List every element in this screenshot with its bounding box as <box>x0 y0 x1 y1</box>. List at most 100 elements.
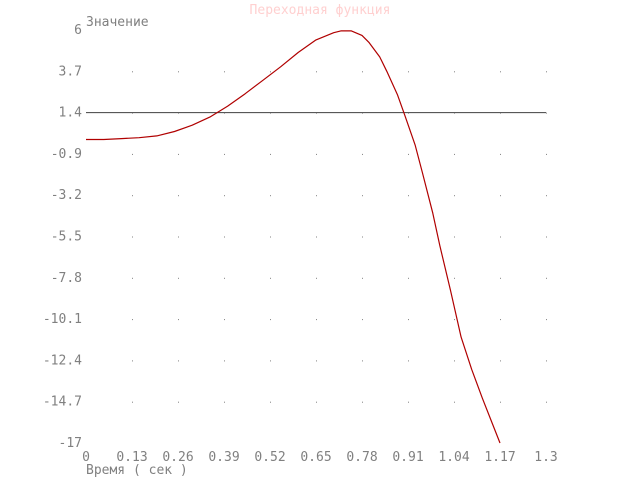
grid-dot <box>408 360 409 362</box>
x-tick-label: 0.91 <box>392 450 423 465</box>
grid-dot <box>362 236 363 238</box>
y-tick-label: 1.4 <box>59 106 83 121</box>
grid-dot <box>408 195 409 197</box>
grid-dot <box>178 195 179 197</box>
grid-dot <box>270 360 271 362</box>
series-line <box>86 30 501 444</box>
grid-dot <box>500 360 501 362</box>
grid-dot <box>316 153 317 155</box>
y-tick-label: 3.7 <box>59 64 82 79</box>
grid-dot <box>408 71 409 73</box>
grid-dot <box>500 153 501 155</box>
y-tick-label: -0.9 <box>51 147 82 162</box>
x-tick-label: 0.65 <box>300 450 331 465</box>
grid-dot <box>178 319 179 321</box>
grid-dot <box>362 153 363 155</box>
x-tick-label: 0.13 <box>116 450 147 465</box>
grid-dot <box>362 71 363 73</box>
y-tick-label: -10.1 <box>43 312 82 327</box>
grid-dot <box>270 277 271 279</box>
grid-dot <box>224 401 225 403</box>
x-tick-label: 0.26 <box>162 450 193 465</box>
grid-dot <box>178 153 179 155</box>
grid-dot <box>362 319 363 321</box>
grid-dot <box>132 360 133 362</box>
grid-dot <box>500 401 501 403</box>
grid-dot <box>454 277 455 279</box>
grid-dot <box>546 277 547 279</box>
y-tick-label: -14.7 <box>43 395 82 410</box>
grid-dot <box>316 236 317 238</box>
grid-dot <box>546 195 547 197</box>
series-lines <box>86 30 501 444</box>
grid-dot <box>546 112 547 114</box>
y-tick-label: -17 <box>59 436 82 451</box>
grid-dot <box>500 277 501 279</box>
grid-dot <box>500 195 501 197</box>
grid-dot <box>546 401 547 403</box>
y-axis-ticks: 6 3.7 1.4 -0.9 -3.2 -5.5 -7.8 -10.1 -12.4 -14.7 -1… <box>43 23 82 451</box>
grid-dot <box>224 195 225 197</box>
grid-dot <box>454 401 455 403</box>
grid-dot <box>362 360 363 362</box>
grid-dot <box>454 153 455 155</box>
grid-dot <box>500 71 501 73</box>
grid-dot <box>178 236 179 238</box>
grid-dot <box>132 71 133 73</box>
y-tick-label: -5.5 <box>51 230 82 245</box>
grid-dot <box>454 360 455 362</box>
grid-dot <box>454 71 455 73</box>
grid-dot <box>132 319 133 321</box>
y-tick-label: -3.2 <box>51 188 82 203</box>
grid-dot <box>316 71 317 73</box>
grid-dot <box>408 277 409 279</box>
x-tick-label: 0 <box>82 450 90 465</box>
grid-dot <box>178 277 179 279</box>
grid-dot <box>270 195 271 197</box>
grid-dot <box>546 236 547 238</box>
x-tick-label: 0.78 <box>346 450 377 465</box>
grid-dot <box>408 153 409 155</box>
grid-dot <box>270 401 271 403</box>
grid-dot <box>408 236 409 238</box>
grid-dot <box>132 277 133 279</box>
grid-dot <box>224 319 225 321</box>
grid-dot <box>454 195 455 197</box>
grid-dot <box>270 236 271 238</box>
grid-dot <box>270 153 271 155</box>
grid-dot <box>270 71 271 73</box>
grid-dot <box>316 277 317 279</box>
grid-dot <box>316 401 317 403</box>
x-tick-label: 0.52 <box>254 450 285 465</box>
grid-dot <box>546 360 547 362</box>
chart-title: Переходная функция <box>250 3 391 18</box>
grid-dot <box>316 319 317 321</box>
grid-dot <box>178 360 179 362</box>
grid-dot <box>132 236 133 238</box>
x-tick-label: 1.3 <box>534 450 557 465</box>
grid-dot <box>500 236 501 238</box>
grid-dot <box>546 153 547 155</box>
grid-dot <box>546 71 547 73</box>
grid-dot <box>500 319 501 321</box>
grid-dot <box>454 319 455 321</box>
x-tick-label: 1.04 <box>438 450 469 465</box>
grid-dot <box>178 71 179 73</box>
grid-dot <box>546 319 547 321</box>
y-tick-label: -12.4 <box>43 353 82 368</box>
grid-dot <box>132 195 133 197</box>
grid-dot <box>224 360 225 362</box>
grid-dot <box>316 360 317 362</box>
grid-dot <box>224 277 225 279</box>
y-tick-label: -7.8 <box>51 271 82 286</box>
grid-dot <box>224 153 225 155</box>
grid-dot <box>224 236 225 238</box>
grid-dot <box>132 153 133 155</box>
x-tick-label: 1.17 <box>484 450 515 465</box>
grid-dot <box>224 71 225 73</box>
grid-dot <box>362 277 363 279</box>
x-axis-ticks: 0 0.13 0.26 0.39 0.52 0.65 0.78 0.91 1.04 1.17 1.3 <box>82 450 558 465</box>
grid-dot <box>132 401 133 403</box>
grid-dot <box>362 401 363 403</box>
